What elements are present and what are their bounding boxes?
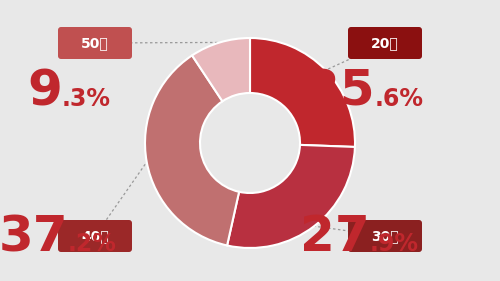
Wedge shape (192, 38, 250, 101)
Wedge shape (250, 38, 355, 147)
Text: 27: 27 (300, 213, 370, 261)
Text: 25: 25 (306, 68, 375, 116)
Text: 9: 9 (27, 68, 62, 116)
Wedge shape (145, 55, 239, 246)
Text: .3%: .3% (62, 87, 111, 111)
FancyBboxPatch shape (348, 220, 422, 252)
Text: .9%: .9% (370, 232, 419, 256)
Text: .2%: .2% (68, 232, 117, 256)
Text: 37: 37 (0, 213, 68, 261)
Text: .6%: .6% (375, 87, 424, 111)
Wedge shape (227, 145, 355, 248)
Text: 40代: 40代 (81, 229, 109, 243)
Text: 50代: 50代 (81, 36, 109, 50)
FancyBboxPatch shape (58, 27, 132, 59)
FancyBboxPatch shape (348, 27, 422, 59)
Text: 30代: 30代 (371, 229, 399, 243)
Text: 20代: 20代 (371, 36, 399, 50)
FancyBboxPatch shape (58, 220, 132, 252)
